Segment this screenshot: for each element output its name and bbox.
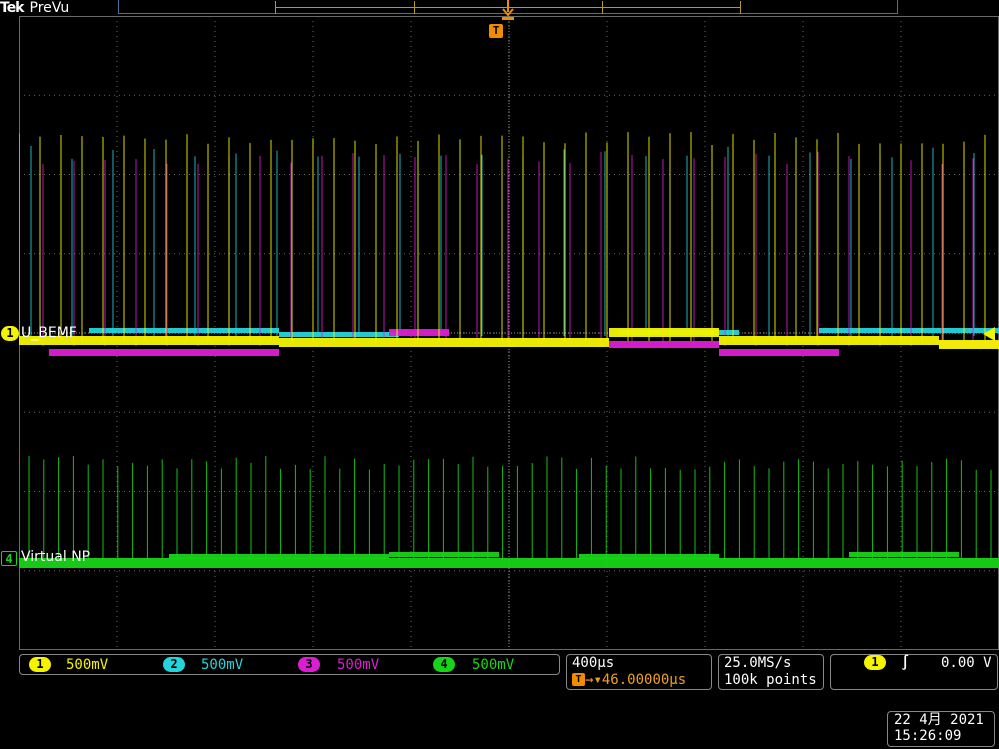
graticule-grid: [19, 16, 999, 650]
trigger-readout[interactable]: 1 ∫ 0.00 V: [830, 654, 998, 690]
channel-4-ground-marker[interactable]: 4: [1, 551, 17, 566]
acquisition-readout[interactable]: 25.0MS/s 100k points: [718, 654, 824, 690]
record-view-divider: [414, 1, 415, 14]
channel-4-label: Virtual NP: [21, 549, 91, 565]
trigger-source-badge: 1: [864, 655, 886, 670]
date-time-readout: 22 4月 2021 15:26:09: [887, 711, 995, 747]
channel-1-ground-marker[interactable]: 1: [1, 326, 19, 341]
channel-1-label: U_BEMF: [21, 325, 77, 341]
trigger-level: 0.00 V: [941, 655, 992, 671]
rising-edge-icon: ∫: [901, 655, 910, 671]
time: 15:26:09: [894, 728, 962, 744]
channel-1-scale[interactable]: 500mV: [66, 657, 109, 673]
channel-4-badge[interactable]: 4: [433, 657, 455, 672]
channel-3-scale[interactable]: 500mV: [337, 657, 380, 673]
horizontal-readout[interactable]: 400µs T →▾46.00000µs: [566, 654, 712, 690]
record-length: 100k points: [724, 672, 817, 688]
channel-2-badge[interactable]: 2: [163, 657, 185, 672]
trigger-position-icon[interactable]: [501, 0, 515, 22]
channel-4-scale[interactable]: 500mV: [472, 657, 515, 673]
channel-3-badge[interactable]: 3: [298, 657, 320, 672]
date: 22 4月 2021: [894, 712, 984, 728]
channel-1-trigger-level-marker[interactable]: [983, 327, 997, 341]
acquisition-mode: PreVu: [29, 0, 70, 16]
record-view-divider: [602, 1, 603, 14]
trigger-point-marker[interactable]: T: [489, 24, 503, 38]
horizontal-scale: 400µs: [572, 655, 615, 671]
channel-2-waveform: [30, 146, 999, 337]
channel-readout-bar: 1 500mV 2 500mV 3 500mV 4 500mV: [19, 654, 560, 675]
channel-1-badge[interactable]: 1: [29, 657, 51, 672]
channel-3-waveform: [42, 151, 999, 356]
record-view-left-edge: [275, 1, 276, 14]
channel-4-waveform: [19, 456, 999, 568]
trigger-icon: T: [572, 672, 585, 686]
channel-1-waveform: [19, 132, 999, 349]
waveform-display[interactable]: [19, 16, 999, 650]
sample-rate: 25.0MS/s: [724, 655, 792, 671]
horizontal-delay-row: T →▾46.00000µs: [572, 672, 711, 689]
horizontal-delay: ▾46.00000µs: [593, 672, 687, 688]
delay-arrow-icon: →: [585, 672, 594, 688]
tek-logo: Tek: [0, 0, 24, 16]
channel-2-scale[interactable]: 500mV: [201, 657, 244, 673]
record-view-right-edge: [740, 1, 741, 14]
brand-label: Tek PreVu: [0, 0, 69, 16]
